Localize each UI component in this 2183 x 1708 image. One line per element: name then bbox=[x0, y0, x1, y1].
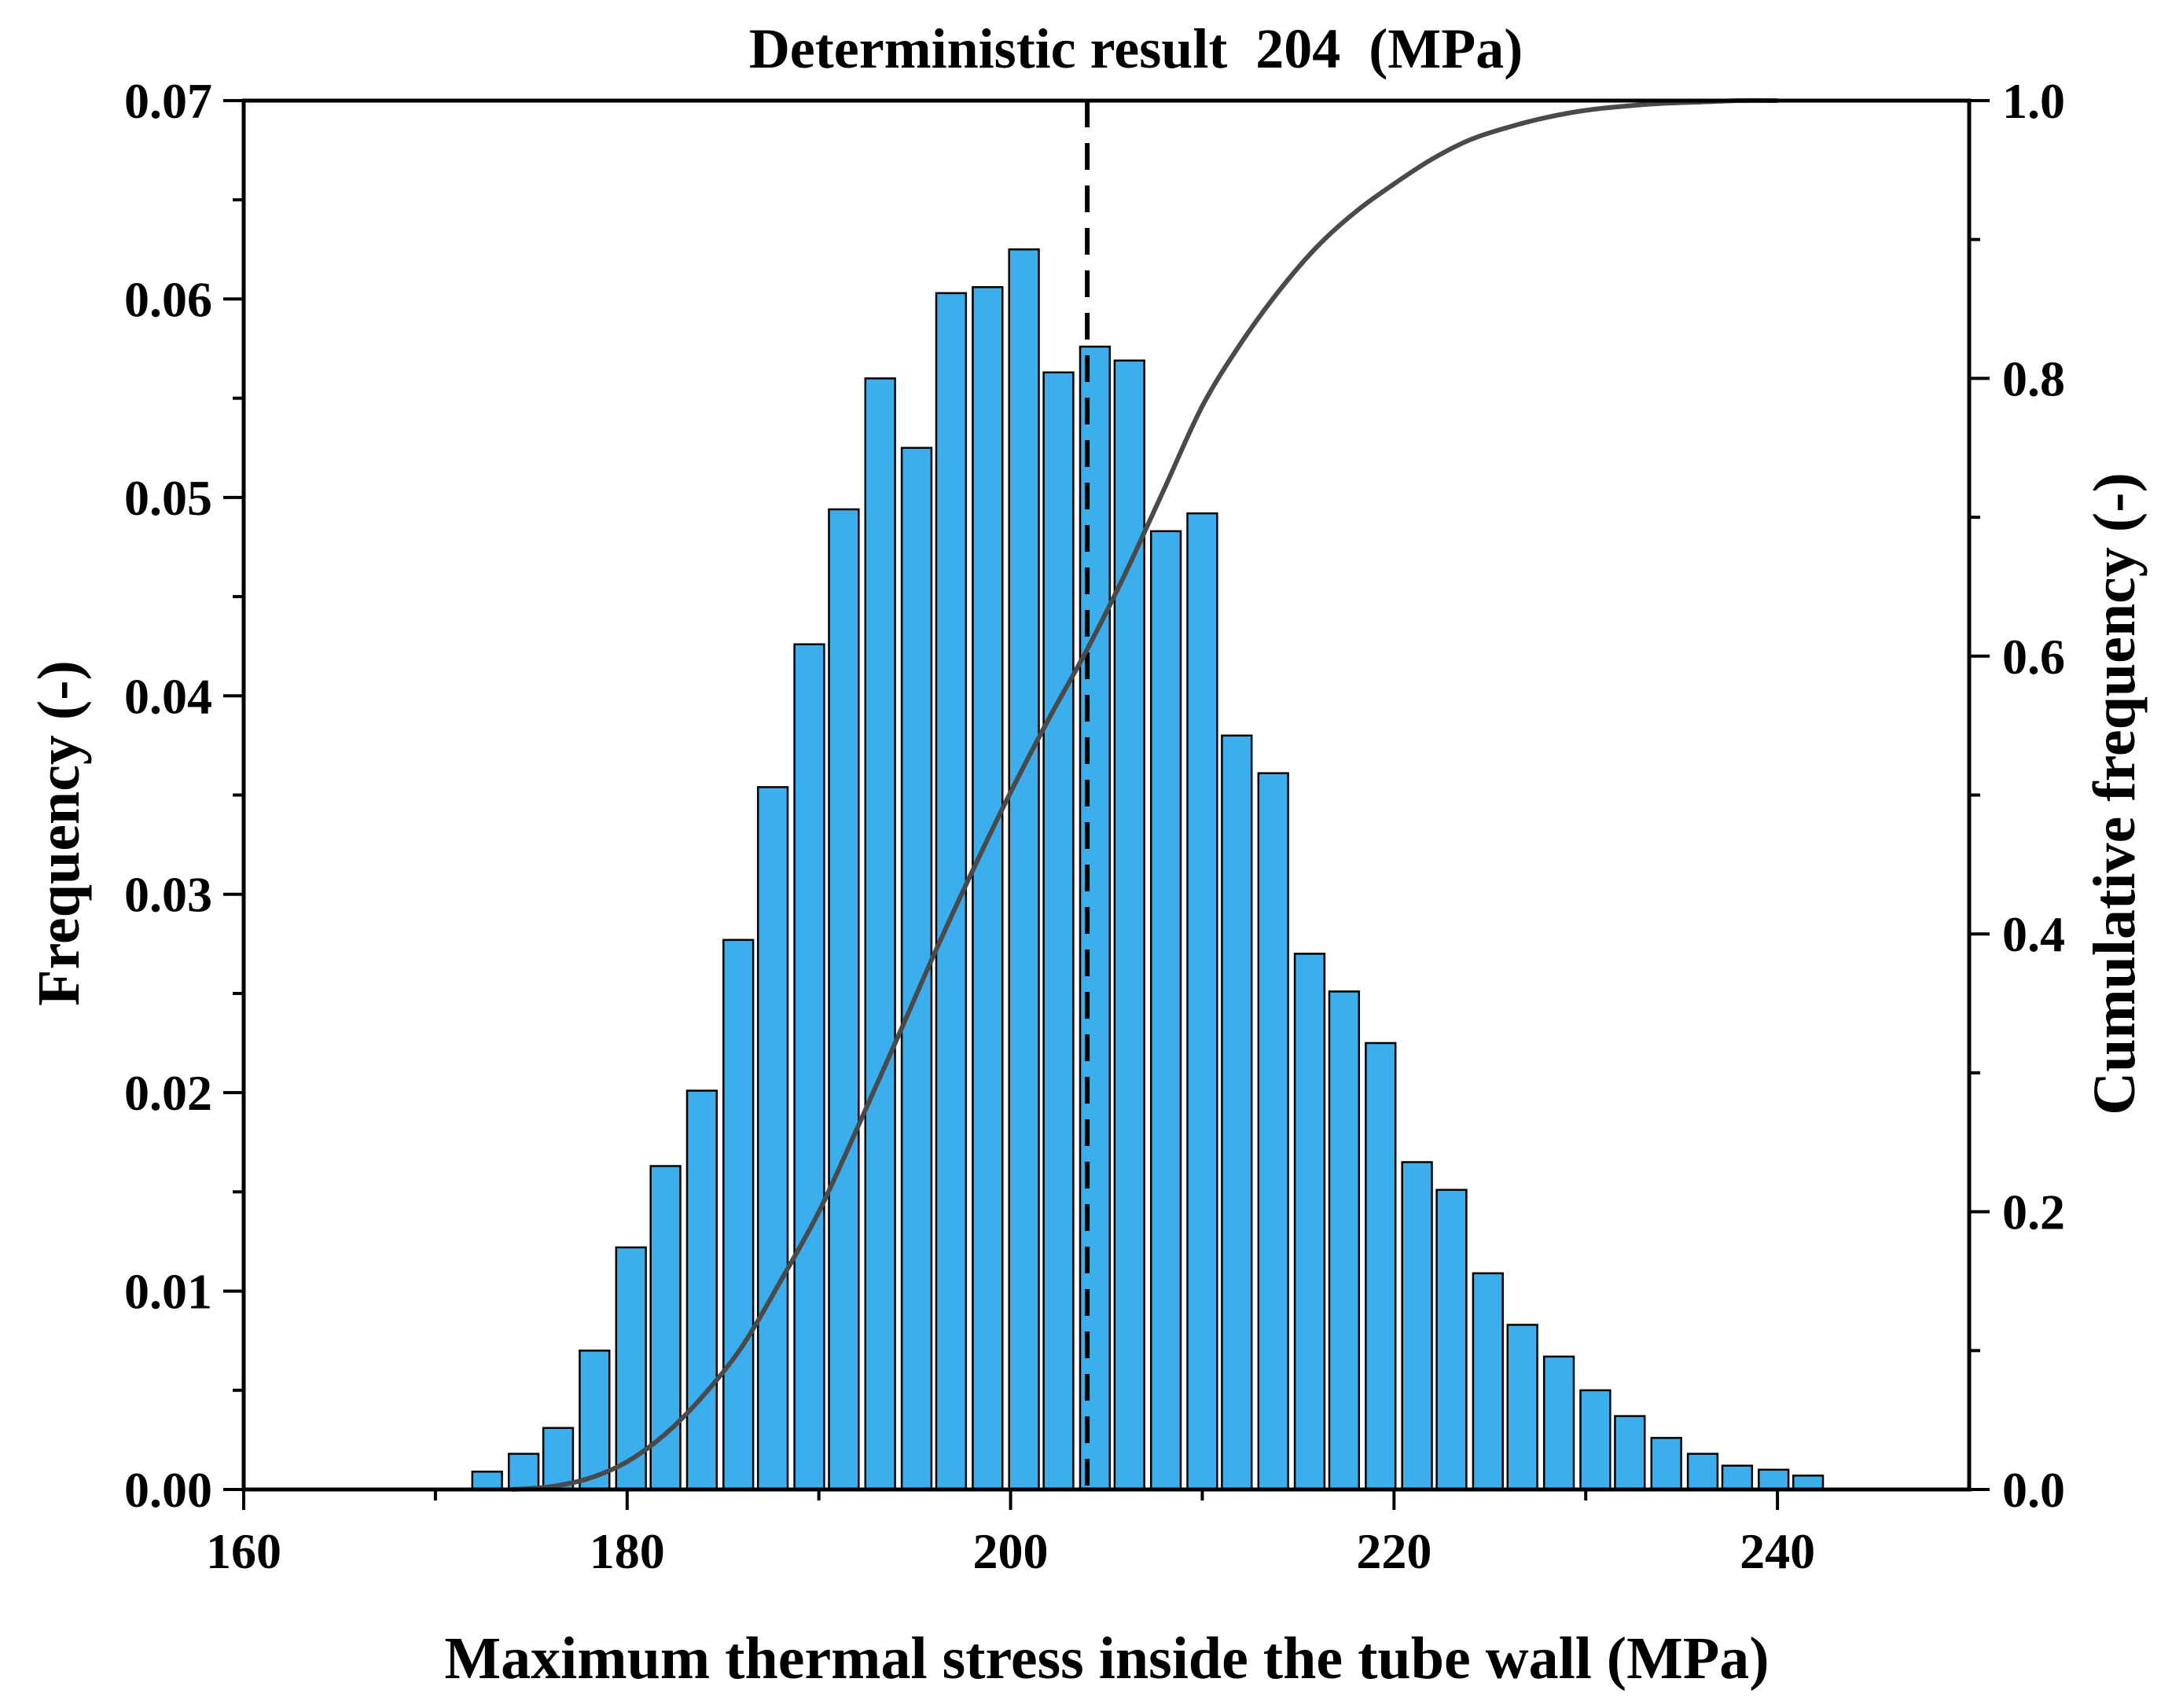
y-tick-label: 0.07 bbox=[124, 73, 212, 129]
chart-title: Deterministic result 204 (MPa) bbox=[749, 17, 1523, 80]
histogram-bar bbox=[1614, 1415, 1646, 1491]
histogram-bar bbox=[1257, 772, 1289, 1491]
histogram-bar bbox=[1721, 1464, 1754, 1491]
histogram-bar bbox=[1008, 248, 1040, 1491]
histogram-bar bbox=[1293, 953, 1326, 1491]
histogram-bar bbox=[1221, 734, 1253, 1491]
x-tick-label: 240 bbox=[1740, 1523, 1815, 1579]
histogram-bar bbox=[1365, 1041, 1397, 1491]
y-right-tick-label: 0.2 bbox=[2002, 1185, 2065, 1240]
histogram-bar bbox=[1542, 1355, 1575, 1491]
histogram-bar bbox=[1149, 530, 1182, 1491]
histogram-bar bbox=[972, 286, 1004, 1491]
histogram-bar bbox=[1401, 1161, 1433, 1491]
right-y-axis-label: Cumulative frequency (-) bbox=[2082, 472, 2148, 1115]
histogram-bar bbox=[756, 786, 789, 1491]
y-tick-label: 0.05 bbox=[124, 470, 212, 526]
histogram-bar bbox=[828, 508, 860, 1491]
histogram-bar bbox=[1579, 1389, 1612, 1491]
x-tick-label: 220 bbox=[1356, 1523, 1431, 1579]
cumulative-frequency-line bbox=[512, 97, 1778, 1492]
histogram-bar bbox=[722, 938, 755, 1491]
y-right-tick-label: 0.6 bbox=[2002, 629, 2065, 685]
bars-layer bbox=[471, 248, 1825, 1491]
ticks-layer: 160 180 200 220 240 0.00 0.01 0.02 0.03 0.04 0.05 0… bbox=[124, 73, 2065, 1579]
y-right-tick-label: 0.4 bbox=[2002, 906, 2065, 962]
y-tick-label: 0.03 bbox=[124, 867, 212, 923]
histogram-bar bbox=[1686, 1453, 1719, 1491]
histogram-bar bbox=[1435, 1188, 1468, 1491]
histogram-bar bbox=[1113, 359, 1145, 1491]
histogram-bar bbox=[615, 1246, 647, 1491]
y-tick-label: 0.06 bbox=[124, 271, 212, 327]
histogram-bar bbox=[864, 377, 896, 1491]
histogram-bar bbox=[579, 1350, 611, 1491]
x-axis-label: Maximum thermal stress inside the tube w… bbox=[444, 1625, 1769, 1691]
histogram-bar bbox=[1328, 990, 1361, 1491]
y-tick-label: 0.04 bbox=[124, 668, 212, 724]
histogram-bar bbox=[507, 1453, 540, 1491]
y-right-tick-label: 0.0 bbox=[2002, 1462, 2065, 1518]
histogram-bar bbox=[471, 1471, 503, 1491]
histogram-bar bbox=[1186, 512, 1218, 1491]
histogram-bar bbox=[1472, 1272, 1504, 1491]
y-right-tick-label: 1.0 bbox=[2002, 73, 2065, 129]
histogram-bar bbox=[542, 1427, 575, 1491]
histogram-bar bbox=[685, 1089, 718, 1491]
histogram-bar bbox=[1042, 371, 1075, 1491]
y-tick-label: 0.01 bbox=[124, 1264, 212, 1320]
histogram-bar bbox=[1792, 1475, 1825, 1491]
histogram-bar bbox=[1650, 1437, 1682, 1491]
y-tick-label: 0.02 bbox=[124, 1065, 212, 1121]
y-axis-label: Frequency (-) bbox=[26, 660, 92, 1006]
x-tick-label: 180 bbox=[590, 1523, 665, 1579]
y-right-tick-label: 0.8 bbox=[2002, 351, 2065, 406]
histogram-bar bbox=[1079, 345, 1112, 1491]
x-tick-label: 200 bbox=[973, 1523, 1049, 1579]
x-tick-label: 160 bbox=[206, 1523, 281, 1579]
cumulative-line-layer bbox=[512, 97, 1778, 1492]
histogram-bar bbox=[1758, 1468, 1790, 1491]
histogram-bar bbox=[793, 643, 825, 1491]
histogram-bar bbox=[1506, 1324, 1538, 1491]
y-tick-label: 0.00 bbox=[124, 1462, 212, 1518]
